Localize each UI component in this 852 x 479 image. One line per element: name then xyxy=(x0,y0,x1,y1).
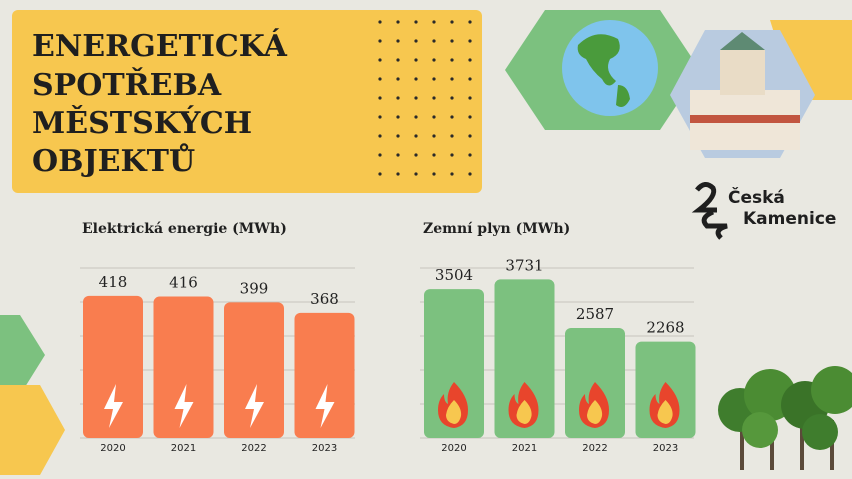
dot xyxy=(468,58,471,61)
x-tick-label: 2021 xyxy=(512,443,537,454)
dot xyxy=(378,134,381,137)
value-label: 3731 xyxy=(505,256,543,274)
dot xyxy=(468,153,471,156)
dot xyxy=(468,39,471,42)
dot xyxy=(396,115,399,118)
dot xyxy=(378,58,381,61)
dot xyxy=(450,96,453,99)
building-roof xyxy=(690,115,800,123)
dot xyxy=(432,153,435,156)
dot xyxy=(396,77,399,80)
dot xyxy=(378,39,381,42)
title-line: MĚSTSKÝCH xyxy=(32,105,252,141)
value-label: 399 xyxy=(240,279,269,297)
value-label: 416 xyxy=(169,274,198,292)
dot xyxy=(396,20,399,23)
dot xyxy=(468,115,471,118)
dot xyxy=(378,153,381,156)
dot xyxy=(468,96,471,99)
dot xyxy=(468,172,471,175)
dot xyxy=(378,96,381,99)
logo-text: Kamenice xyxy=(743,209,836,229)
dot xyxy=(396,153,399,156)
dot xyxy=(450,58,453,61)
x-tick-label: 2023 xyxy=(312,443,337,454)
dot xyxy=(432,77,435,80)
dot xyxy=(378,77,381,80)
dot xyxy=(414,172,417,175)
dot xyxy=(450,39,453,42)
dot xyxy=(396,39,399,42)
building-tower xyxy=(720,50,765,95)
dot xyxy=(396,172,399,175)
dot xyxy=(414,115,417,118)
x-tick-label: 2022 xyxy=(241,443,266,454)
dot xyxy=(432,134,435,137)
dot xyxy=(450,115,453,118)
title-line: ENERGETICKÁ xyxy=(32,28,288,64)
chart-title: Elektrická energie (MWh) xyxy=(82,221,287,237)
dot xyxy=(450,20,453,23)
dot xyxy=(432,58,435,61)
value-label: 368 xyxy=(310,290,339,308)
value-label: 2587 xyxy=(576,305,614,323)
chart-title: Zemní plyn (MWh) xyxy=(423,221,570,237)
dot xyxy=(432,115,435,118)
title-line: OBJEKTŮ xyxy=(32,142,195,179)
dot xyxy=(450,172,453,175)
x-tick-label: 2022 xyxy=(582,443,607,454)
dot xyxy=(414,153,417,156)
dot xyxy=(414,96,417,99)
dot xyxy=(396,96,399,99)
value-label: 418 xyxy=(99,273,128,291)
x-tick-label: 2023 xyxy=(653,443,678,454)
infographic: ENERGETICKÁ SPOTŘEBA MĚSTSKÝCH OBJEKTŮ Č… xyxy=(0,0,852,479)
value-label: 3504 xyxy=(435,266,473,284)
x-tick-label: 2020 xyxy=(100,443,125,454)
dot xyxy=(414,20,417,23)
title-line: SPOTŘEBA xyxy=(32,67,222,103)
dot xyxy=(432,39,435,42)
x-tick-label: 2021 xyxy=(171,443,196,454)
dot xyxy=(432,172,435,175)
dot xyxy=(414,39,417,42)
dot xyxy=(450,134,453,137)
x-tick-label: 2020 xyxy=(441,443,466,454)
dot xyxy=(450,153,453,156)
dot xyxy=(450,77,453,80)
dot xyxy=(468,20,471,23)
dot xyxy=(432,96,435,99)
dot xyxy=(432,20,435,23)
dot xyxy=(396,134,399,137)
value-label: 2268 xyxy=(646,319,684,337)
dot xyxy=(396,58,399,61)
dot xyxy=(468,134,471,137)
dot xyxy=(414,58,417,61)
dot xyxy=(378,115,381,118)
dot xyxy=(468,77,471,80)
dot xyxy=(414,77,417,80)
dot xyxy=(414,134,417,137)
globe xyxy=(562,20,658,116)
dot xyxy=(378,20,381,23)
logo-text: Česká xyxy=(728,186,785,208)
dot xyxy=(378,172,381,175)
